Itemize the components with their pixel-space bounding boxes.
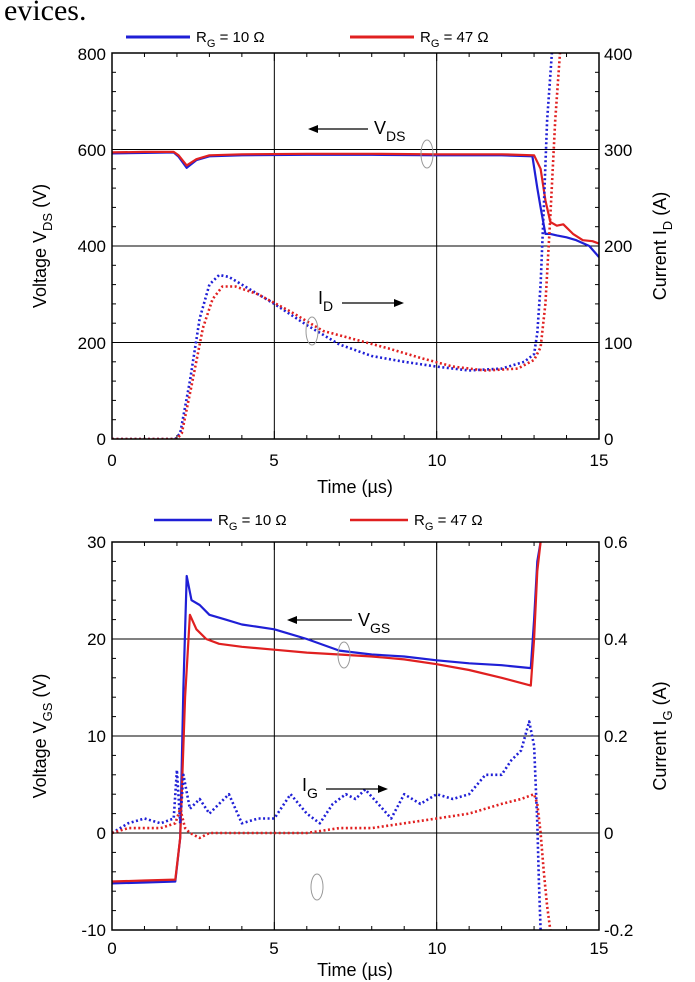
heading-fragment: evices. — [4, 0, 86, 27]
top-series — [112, 53, 599, 439]
bottom-ticks — [111, 541, 600, 931]
bottom-ytick-right-1: 0 — [604, 824, 613, 843]
top-ytick-right-1: 100 — [604, 334, 632, 353]
bottom-series-0 — [112, 542, 542, 885]
top-series-0 — [112, 151, 599, 258]
bottom-ytick-right-3: 0.4 — [604, 630, 628, 649]
svg-text:VDS: VDS — [374, 118, 405, 144]
bottom-ytick-left-4: 30 — [87, 533, 106, 552]
bottom-legend-label-rg47: RG = 47 Ω — [414, 512, 483, 533]
top-xtick-3: 15 — [590, 451, 609, 470]
bottom-chart: RG = 10 Ω RG = 47 Ω -10 0 10 20 30 -0.2 … — [30, 512, 675, 980]
top-grid — [112, 53, 599, 439]
top-ylabel-right: Current ID (A) — [650, 192, 675, 300]
bottom-xtick-1: 5 — [269, 939, 278, 958]
bottom-ytick-left-3: 20 — [87, 630, 106, 649]
svg-text:ID: ID — [318, 288, 333, 314]
bottom-ytick-right-0: -0.2 — [604, 921, 633, 940]
bottom-legend-label-rg10: RG = 10 Ω — [218, 512, 287, 533]
top-ytick-left-3: 600 — [78, 141, 106, 160]
top-legend: RG = 10 Ω RG = 47 Ω — [126, 29, 489, 50]
top-ytick-right-4: 400 — [604, 45, 632, 64]
top-ytick-left-1: 200 — [78, 334, 106, 353]
top-series-1 — [112, 150, 599, 245]
top-ytick-left-2: 400 — [78, 237, 106, 256]
bottom-ig-ellipse — [310, 873, 324, 901]
bottom-xtick-0: 0 — [107, 939, 116, 958]
bottom-ylabel-left: Voltage VGS (V) — [30, 674, 55, 799]
bottom-grid — [112, 542, 599, 930]
top-ticks — [111, 52, 600, 440]
top-chart: RG = 10 Ω RG = 47 Ω 0 200 400 600 800 0 … — [30, 29, 675, 497]
top-ytick-right-3: 300 — [604, 141, 632, 160]
bottom-series-2 — [112, 720, 542, 930]
bottom-annotation-ig: IG — [302, 775, 388, 901]
top-ytick-left-4: 800 — [78, 45, 106, 64]
bottom-series-3 — [112, 792, 552, 930]
top-id-ellipse — [305, 316, 319, 346]
top-xtick-0: 0 — [107, 451, 116, 470]
bottom-legend: RG = 10 Ω RG = 47 Ω — [154, 512, 483, 533]
svg-text:IG: IG — [302, 775, 318, 801]
top-legend-label-rg47: RG = 47 Ω — [420, 29, 489, 50]
bottom-series-1 — [112, 542, 542, 883]
bottom-ytick-right-2: 0.2 — [604, 727, 628, 746]
top-ytick-left-0: 0 — [97, 430, 106, 449]
bottom-ytick-left-2: 10 — [87, 727, 106, 746]
svg-text:VGS: VGS — [358, 610, 390, 636]
top-xtick-1: 5 — [269, 451, 278, 470]
top-xlabel: Time (µs) — [317, 477, 393, 497]
bottom-xlabel: Time (µs) — [317, 960, 393, 980]
bottom-xtick-3: 15 — [590, 939, 609, 958]
top-legend-label-rg10: RG = 10 Ω — [196, 29, 265, 50]
top-series-3 — [112, 53, 562, 439]
top-vds-ellipse — [420, 139, 434, 169]
top-annotation-vds: VDS — [308, 118, 434, 169]
bottom-ytick-right-4: 0.6 — [604, 533, 628, 552]
top-series-2 — [112, 53, 554, 439]
top-annotation-id: ID — [305, 288, 404, 346]
bottom-ytick-left-0: -10 — [81, 921, 106, 940]
bottom-xtick-2: 10 — [428, 939, 447, 958]
top-ylabel-left: Voltage VDS (V) — [30, 184, 55, 308]
bottom-ytick-left-1: 0 — [97, 824, 106, 843]
bottom-annotation-vgs: VGS — [287, 610, 390, 669]
top-xtick-2: 10 — [428, 451, 447, 470]
top-ytick-right-2: 200 — [604, 237, 632, 256]
bottom-ylabel-right: Current IG (A) — [650, 681, 675, 790]
top-ytick-right-0: 0 — [604, 430, 613, 449]
bottom-series — [112, 542, 552, 930]
bottom-vgs-ellipse — [337, 641, 351, 669]
